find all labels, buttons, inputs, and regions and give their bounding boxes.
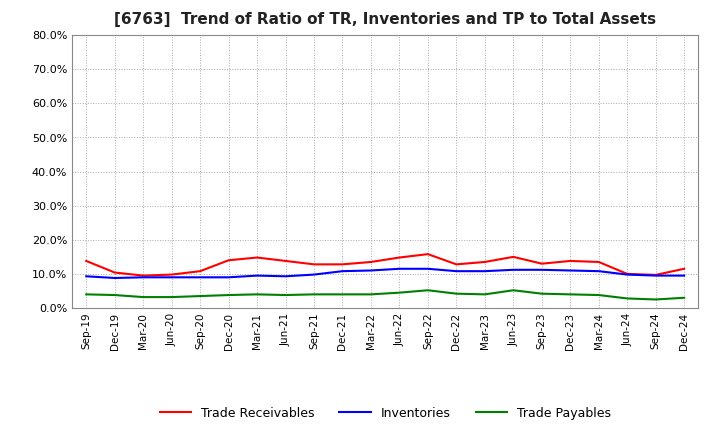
Trade Receivables <box>225 258 233 263</box>
Inventories <box>423 266 432 271</box>
Trade Receivables <box>282 258 290 264</box>
Trade Receivables <box>480 259 489 264</box>
Trade Payables <box>110 293 119 298</box>
Trade Payables <box>139 294 148 300</box>
Trade Payables <box>167 294 176 300</box>
Inventories <box>366 268 375 273</box>
Trade Receivables <box>537 261 546 266</box>
Line: Trade Receivables: Trade Receivables <box>86 254 684 275</box>
Trade Receivables <box>110 270 119 275</box>
Trade Receivables <box>139 273 148 278</box>
Trade Receivables <box>338 262 347 267</box>
Trade Receivables <box>366 259 375 264</box>
Title: [6763]  Trend of Ratio of TR, Inventories and TP to Total Assets: [6763] Trend of Ratio of TR, Inventories… <box>114 12 656 27</box>
Trade Receivables <box>423 252 432 257</box>
Trade Receivables <box>82 258 91 264</box>
Inventories <box>509 267 518 272</box>
Trade Receivables <box>680 266 688 271</box>
Inventories <box>652 273 660 278</box>
Inventories <box>395 266 404 271</box>
Trade Payables <box>366 292 375 297</box>
Trade Payables <box>253 292 261 297</box>
Inventories <box>82 274 91 279</box>
Trade Payables <box>395 290 404 295</box>
Trade Receivables <box>310 262 318 267</box>
Trade Receivables <box>623 271 631 276</box>
Line: Trade Payables: Trade Payables <box>86 290 684 300</box>
Trade Receivables <box>595 259 603 264</box>
Inventories <box>623 272 631 277</box>
Trade Receivables <box>452 262 461 267</box>
Trade Payables <box>423 288 432 293</box>
Trade Receivables <box>253 255 261 260</box>
Inventories <box>680 273 688 278</box>
Trade Receivables <box>652 272 660 278</box>
Trade Payables <box>595 293 603 298</box>
Legend: Trade Receivables, Inventories, Trade Payables: Trade Receivables, Inventories, Trade Pa… <box>155 402 616 425</box>
Trade Payables <box>509 288 518 293</box>
Trade Payables <box>225 293 233 298</box>
Trade Receivables <box>509 254 518 260</box>
Inventories <box>196 275 204 280</box>
Trade Payables <box>680 295 688 301</box>
Inventories <box>452 268 461 274</box>
Inventories <box>537 267 546 272</box>
Inventories <box>566 268 575 273</box>
Trade Receivables <box>167 272 176 277</box>
Line: Inventories: Inventories <box>86 269 684 278</box>
Trade Payables <box>452 291 461 296</box>
Trade Payables <box>652 297 660 302</box>
Inventories <box>310 272 318 277</box>
Trade Receivables <box>196 268 204 274</box>
Inventories <box>282 274 290 279</box>
Trade Receivables <box>566 258 575 264</box>
Inventories <box>595 268 603 274</box>
Inventories <box>253 273 261 278</box>
Trade Payables <box>196 293 204 299</box>
Trade Payables <box>480 292 489 297</box>
Inventories <box>167 275 176 280</box>
Inventories <box>139 275 148 280</box>
Trade Payables <box>623 296 631 301</box>
Inventories <box>225 275 233 280</box>
Trade Payables <box>566 292 575 297</box>
Trade Payables <box>282 293 290 298</box>
Trade Payables <box>537 291 546 296</box>
Trade Payables <box>310 292 318 297</box>
Trade Receivables <box>395 255 404 260</box>
Inventories <box>110 275 119 281</box>
Inventories <box>338 268 347 274</box>
Trade Payables <box>338 292 347 297</box>
Inventories <box>480 268 489 274</box>
Trade Payables <box>82 292 91 297</box>
